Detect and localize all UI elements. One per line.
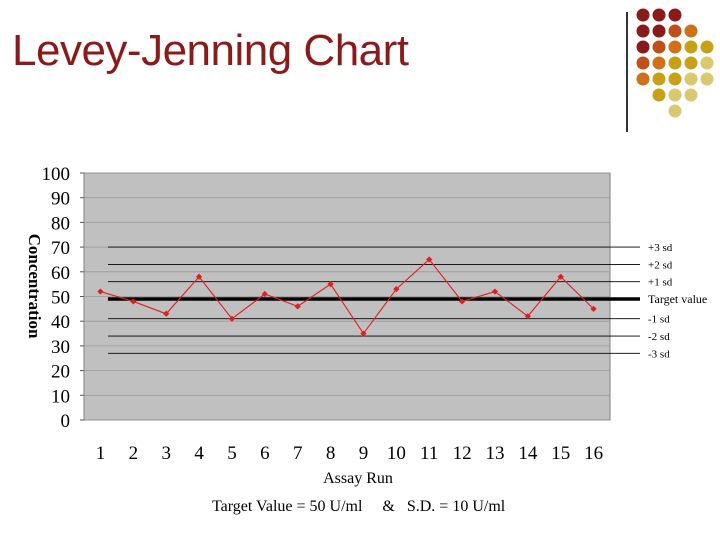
y-tick-label: 80 [51,213,70,234]
y-tick-label: 60 [51,263,70,284]
decorative-dot [684,24,698,38]
x-tick-label: 7 [293,443,303,464]
y-tick-label: 30 [51,337,70,358]
x-tick-label: 14 [518,443,538,464]
decorative-dot [652,88,666,102]
x-tick-label: 4 [194,443,204,464]
y-tick-label: 0 [61,411,71,432]
decorative-dot [668,88,682,102]
decorative-dot [684,88,698,102]
decorative-dot [668,40,682,54]
decorative-dot [700,72,714,86]
x-tick-label: 9 [359,443,369,464]
decorative-dot [684,56,698,70]
decorative-dot [652,56,666,70]
decorative-dot [652,8,666,22]
decorative-dot [700,56,714,70]
sd-label: +3 sd [648,242,673,254]
decorative-dot [636,56,650,70]
decorative-dot [652,72,666,86]
data-point [261,290,268,298]
x-tick-label: 13 [485,443,504,464]
x-axis-label: Assay Run [323,470,393,487]
series-line [100,258,594,335]
data-point [360,330,367,337]
data-point [426,256,433,263]
decorative-dot [668,24,682,38]
x-tick-label: 8 [326,443,336,464]
y-tick-label: 40 [51,312,70,333]
decorative-dot [684,40,698,54]
footer-sd-value: & S.D. = 10 U/ml [382,498,506,515]
data-point [327,281,334,288]
x-tick-label: 6 [260,443,270,464]
sd-label: -3 sd [648,348,670,360]
x-tick-label: 10 [387,443,406,464]
sd-label: +2 sd [648,259,673,271]
y-tick-label: 50 [51,288,70,309]
x-tick-label: 11 [420,443,438,464]
footer-note: Target Value = 50 U/ml & S.D. = 10 U/ml [212,498,505,516]
y-tick-label: 20 [51,362,70,383]
decorative-dot [668,56,682,70]
x-tick-label: 15 [551,443,570,464]
data-point [491,288,499,295]
sd-label: +1 sd [648,277,673,289]
data-point [393,285,400,293]
x-tick-label: 5 [227,443,237,464]
slide-title: Levey-Jenning Chart [12,26,409,75]
decorative-dot [636,8,650,22]
decorative-dot-grid [636,8,714,118]
x-tick-label: 3 [161,443,171,464]
data-point [294,303,301,310]
target-value-label: Target value [648,292,707,306]
y-tick-label: 100 [42,164,71,185]
x-tick-label: 16 [584,443,603,464]
decorative-dot [636,72,650,86]
x-tick-label: 12 [453,443,472,464]
decorative-dot [668,104,682,118]
decorative-dot [668,72,682,86]
data-point [557,273,564,280]
decorative-dot [700,40,714,54]
x-tick-label: 1 [96,443,106,464]
decorative-dot [652,24,666,38]
footer-target-value: Target Value = 50 U/ml [212,498,363,515]
x-tick-label: 2 [129,443,139,464]
data-point [458,298,466,305]
y-tick-label: 90 [51,189,70,210]
decorative-dot [668,8,682,22]
y-tick-label: 70 [51,238,70,259]
y-tick-label: 10 [51,386,70,407]
title-divider [626,12,628,132]
sd-label: -1 sd [648,314,670,326]
decorative-dot [684,72,698,86]
decorative-dot [636,24,650,38]
decorative-dot [636,40,650,54]
y-axis-label: Concentration [25,234,44,339]
sd-label: -2 sd [648,331,670,343]
decorative-dot [652,40,666,54]
